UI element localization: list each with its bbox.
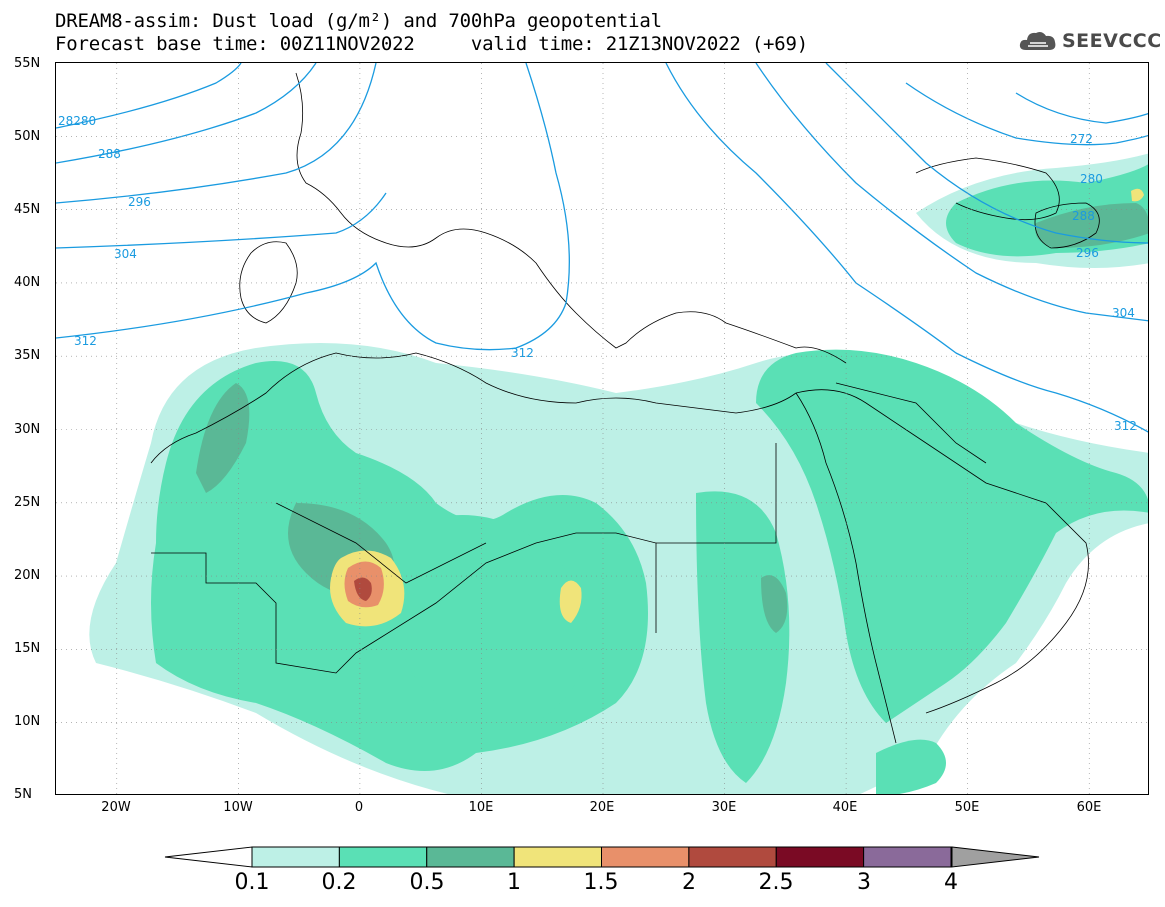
dust-field-0.5-layer — [196, 203, 1148, 633]
lon-label-10w: 10W — [223, 800, 253, 815]
forecast-time-line: Forecast base time: 00Z11NOV2022 valid t… — [55, 33, 809, 55]
lon-label-40e: 40E — [832, 800, 858, 815]
lon-label-30e: 30E — [711, 800, 737, 815]
colorbar-label-4: 4 — [944, 870, 958, 895]
colorbar-label-2.5: 2.5 — [758, 870, 794, 895]
colorbar-label-2: 2 — [682, 870, 696, 895]
map-panel[interactable]: 28280 288 296 304 312 312 272 280 288 29… — [55, 62, 1149, 795]
lat-label-20n: 20N — [14, 568, 41, 583]
lon-label-20w: 20W — [101, 800, 131, 815]
lat-label-15n: 15N — [14, 641, 41, 656]
cloud-icon — [1019, 32, 1056, 50]
lat-label-5n: 5N — [14, 787, 32, 802]
lat-label-45n: 45N — [14, 202, 41, 217]
colorbar-box-1 — [338, 846, 428, 868]
lat-label-55n: 55N — [14, 56, 41, 71]
map-title: DREAM8-assim: Dust load (g/m²) and 700hP… — [55, 10, 662, 32]
colorbar-label-0.2: 0.2 — [321, 870, 357, 895]
lon-label-20e: 20E — [589, 800, 615, 815]
lon-label-60e: 60E — [1076, 800, 1102, 815]
map-canvas: 28280 288 296 304 312 312 272 280 288 29… — [56, 63, 1148, 794]
contour-label-28280: 28280 — [58, 114, 96, 128]
graticule — [56, 63, 1148, 794]
contour-label-272: 272 — [1070, 132, 1093, 146]
colorbar-box-3 — [513, 846, 602, 868]
colorbar-box-0 — [251, 846, 340, 868]
seevccc-logo: SEEVCCC — [1018, 26, 1162, 56]
contour-label-312-b: 312 — [511, 346, 534, 360]
colorbar-label-1.5: 1.5 — [583, 870, 619, 895]
contour-label-304: 304 — [114, 247, 137, 261]
contour-label-312-c: 312 — [1114, 419, 1137, 433]
lon-label-0: 0 — [354, 800, 364, 815]
colorbar-label-3: 3 — [857, 870, 871, 895]
geopotential-contours — [56, 63, 1148, 433]
colorbar-under-triangle — [164, 846, 253, 868]
contour-label-296-b: 296 — [1076, 246, 1099, 260]
colorbar-label-0.1: 0.1 — [234, 870, 270, 895]
contour-label-288-b: 288 — [1072, 209, 1095, 223]
colorbar-box-4 — [601, 846, 690, 868]
contour-label-304-b: 304 — [1112, 306, 1135, 320]
contour-label-280: 280 — [1080, 172, 1103, 186]
dust-field-2-layer — [354, 577, 372, 601]
contour-label-288: 288 — [98, 147, 121, 161]
lat-label-50n: 50N — [14, 129, 41, 144]
lon-label-50e: 50E — [954, 800, 980, 815]
colorbar-box-5 — [688, 846, 777, 868]
colorbar-box-2 — [426, 846, 515, 868]
lat-label-40n: 40N — [14, 275, 41, 290]
lat-label-30n: 30N — [14, 422, 41, 437]
lon-label-10e: 10E — [468, 800, 494, 815]
contour-label-296: 296 — [128, 195, 151, 209]
colorbar-boxes — [251, 846, 952, 868]
logo-text: SEEVCCC — [1062, 30, 1162, 52]
lat-label-35n: 35N — [14, 348, 41, 363]
contour-labels: 28280 288 296 304 312 312 272 280 288 29… — [58, 114, 1137, 433]
colorbar-label-0.5: 0.5 — [409, 870, 445, 895]
colorbar-label-1: 1 — [507, 870, 521, 895]
colorbar-box-7 — [863, 846, 952, 868]
colorbar-over-triangle — [951, 846, 1040, 868]
lat-label-25n: 25N — [14, 495, 41, 510]
dust-field-0.2-layer — [151, 164, 1148, 794]
lat-label-10n: 10N — [14, 714, 41, 729]
colorbar-box-6 — [775, 846, 865, 868]
colorbar — [164, 846, 1040, 868]
contour-label-312-a: 312 — [74, 334, 97, 348]
